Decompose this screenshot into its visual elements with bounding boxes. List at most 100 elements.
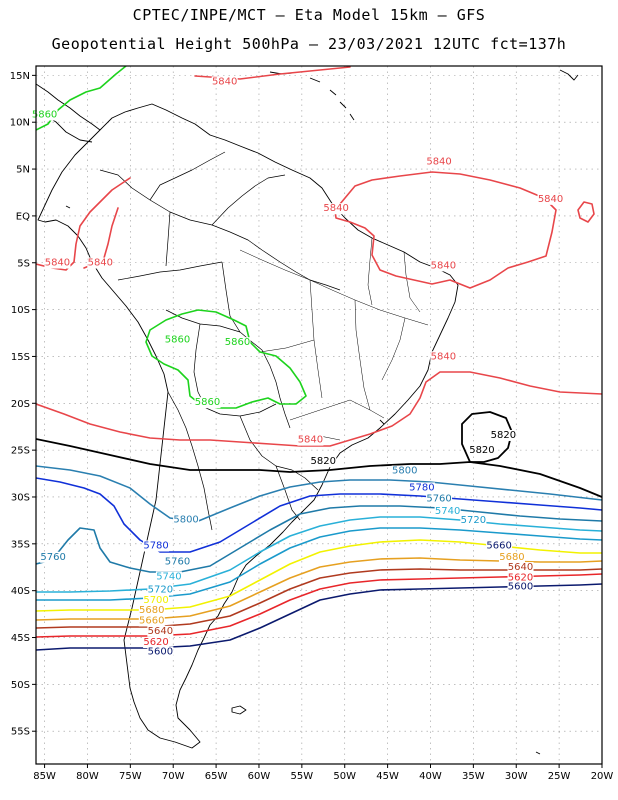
- map-gridlines: [36, 66, 603, 764]
- contour-label: 5840: [88, 258, 113, 269]
- contour-label-bg: [87, 257, 114, 269]
- contour-label: 5640: [508, 562, 533, 573]
- contour-label-bg: [173, 514, 200, 526]
- contour-label: 5660: [486, 541, 511, 552]
- contour-label-bg: [31, 109, 58, 121]
- contour-label: 5840: [212, 77, 237, 88]
- tick-label-lon: 85W: [33, 771, 56, 782]
- contour-label-bg: [138, 615, 165, 627]
- contour-label: 5720: [461, 515, 486, 526]
- south-america-coastline: [37, 103, 459, 749]
- contour-5600: [36, 583, 602, 651]
- contour-label-bg: [155, 571, 182, 583]
- contour-5840-west: [36, 177, 131, 271]
- small-islands: [65, 205, 541, 755]
- contour-5840-north: [194, 66, 557, 289]
- contour-label: 5700: [143, 595, 168, 606]
- contour-label-bg: [147, 646, 174, 658]
- contour-label: 5860: [165, 334, 190, 345]
- coastline-borders: [36, 69, 579, 755]
- tick-label-lat: 35S: [11, 539, 30, 550]
- tick-label-lon: 65W: [205, 771, 228, 782]
- contour-label-bg: [40, 551, 67, 563]
- contour-label-bg: [537, 193, 564, 205]
- tick-label-lat: 15S: [11, 352, 30, 363]
- contour-label: 5640: [148, 626, 173, 637]
- contour-5680: [36, 539, 602, 612]
- contour-label-bg: [143, 540, 170, 552]
- contour-5720: [36, 527, 602, 601]
- contour-label: 5600: [508, 582, 533, 593]
- contour-label: 5840: [323, 203, 348, 214]
- tick-label-lat: 55S: [11, 727, 30, 738]
- contour-label: 5800: [173, 514, 198, 525]
- contour-label: 5680: [499, 552, 524, 563]
- latitude-tick-labels: 15N 10N 5N EQ 5S 10S 15S 20S 25S 30S 35S 40S 45S 50S 5…: [10, 71, 36, 738]
- brazil-state-borders: [239, 237, 429, 441]
- contour-label: 5860: [225, 337, 250, 348]
- contour-5800: [36, 465, 602, 523]
- contour-label: 5840: [431, 260, 456, 271]
- contour-label-bg: [507, 562, 534, 574]
- tick-label-lon: 25W: [548, 771, 571, 782]
- contour-label-bg: [426, 493, 453, 505]
- tick-label-lon: 35W: [462, 771, 485, 782]
- contour-5840-south: [36, 371, 602, 447]
- tick-label-lat: 10S: [11, 305, 30, 316]
- contour-5780: [36, 477, 602, 553]
- contour-label: 5800: [392, 466, 417, 477]
- tick-label-lat: 20S: [11, 399, 30, 410]
- contour-label-bg: [434, 505, 461, 517]
- tick-label-lat: 10N: [10, 118, 30, 129]
- title-line-2: Geopotential Height 500hPa — 23/03/2021 …: [51, 35, 567, 53]
- tick-label-lon: 50W: [333, 771, 356, 782]
- contour-label: 5760: [40, 552, 65, 563]
- contour-label: 5760: [426, 494, 451, 505]
- contour-label: 5840: [538, 194, 563, 205]
- contour-label-bg: [490, 429, 517, 441]
- contour-label: 5680: [139, 605, 164, 616]
- contour-label-bg: [147, 584, 174, 596]
- contour-label: 5860: [195, 397, 220, 408]
- contour-label: 5840: [431, 351, 456, 362]
- contour-label-bg: [211, 76, 238, 88]
- contour-label: 5820: [311, 456, 336, 467]
- contour-5860-north: [36, 66, 127, 131]
- contour-label: 5840: [426, 156, 451, 167]
- contour-label: 5720: [148, 585, 173, 596]
- contour-label-bg: [194, 397, 221, 409]
- contour-label-bg: [143, 637, 170, 649]
- contour-label-bg: [430, 260, 457, 272]
- contour-5740: [36, 516, 602, 593]
- contour-label: 5660: [139, 615, 164, 626]
- contour-label: 5620: [143, 637, 168, 648]
- contour-label-bg: [310, 456, 337, 468]
- contour-label: 5780: [143, 541, 168, 552]
- contour-label-bg: [143, 594, 170, 606]
- contour-label-bg: [138, 605, 165, 617]
- contour-5820-loop: [461, 411, 513, 463]
- tick-label-lon: 45W: [376, 771, 399, 782]
- contour-label-bg: [391, 465, 418, 477]
- contour-label: 5780: [409, 482, 434, 493]
- contour-label: 5860: [32, 110, 57, 121]
- contour-label-bg: [323, 203, 350, 215]
- contour-label-bg: [468, 444, 495, 456]
- contour-label: 5600: [148, 646, 173, 657]
- tick-label-lon: 30W: [505, 771, 528, 782]
- contour-label: 5740: [435, 506, 460, 517]
- tick-label-lat: 45S: [11, 633, 30, 644]
- title-line-1: CPTEC/INPE/MCT — Eta Model 15km — GFS: [132, 6, 486, 24]
- contour-labels: 5840 5860 5840 5840 5840 5840 5840 5840 5860 5860…: [31, 76, 564, 658]
- caribbean-islands: [269, 69, 579, 121]
- tick-label-lat: 50S: [11, 680, 30, 691]
- contour-label-bg: [460, 515, 487, 527]
- contour-label-bg: [408, 482, 435, 494]
- contour-label-bg: [147, 625, 174, 637]
- tick-label-lon: 40W: [419, 771, 442, 782]
- longitude-tick-labels: 85W 80W 75W 70W 65W 60W 55W 50W 45W 40W 35W 30W 25W 2…: [33, 764, 613, 782]
- tick-label-lon: 20W: [591, 771, 614, 782]
- falkland-islands: [231, 705, 247, 715]
- tick-label-lat: 30S: [11, 492, 30, 503]
